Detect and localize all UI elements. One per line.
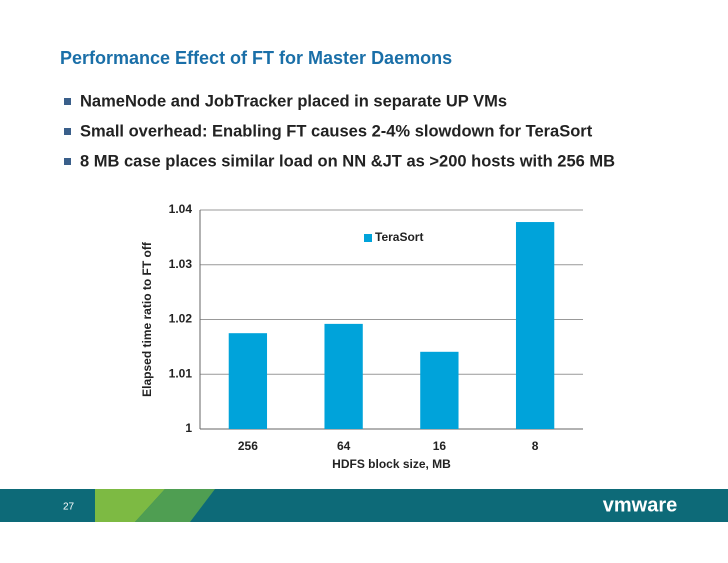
slide-title: Performance Effect of FT for Master Daem… <box>60 48 452 68</box>
y-axis-label: Elapsed time ratio to FT off <box>140 241 154 397</box>
x-tick-label: 64 <box>337 439 351 453</box>
page-number-box <box>50 489 95 522</box>
chart: 1 1.01 1.02 1.03 1.04 256 64 16 8 TeraSort HDFS bl… <box>140 202 583 471</box>
bar <box>228 333 268 429</box>
footer-shape <box>135 489 215 522</box>
bar <box>324 323 363 429</box>
x-tick-label: 16 <box>433 439 447 453</box>
y-tick-label: 1 <box>185 421 192 435</box>
y-tick-label: 1.04 <box>169 202 193 216</box>
bullet: NameNode and JobTracker placed in separa… <box>80 92 507 110</box>
y-tick-label: 1.02 <box>169 312 193 326</box>
bullet-marker <box>64 98 71 105</box>
bullet-marker <box>64 128 71 135</box>
legend-label: TeraSort <box>375 230 423 244</box>
legend-swatch <box>364 234 372 242</box>
y-tick-label: 1.03 <box>169 257 193 271</box>
x-axis-label: HDFS block size, MB <box>332 457 451 471</box>
bullet: Small overhead: Enabling FT causes 2-4% … <box>80 122 593 140</box>
bar <box>515 222 555 429</box>
x-tick-label: 256 <box>238 439 258 453</box>
y-tick-label: 1.01 <box>169 366 193 380</box>
bullet: 8 MB case places similar load on NN &JT … <box>80 152 615 170</box>
bar <box>420 351 459 429</box>
bullet-marker <box>64 158 71 165</box>
page-number: 27 <box>63 502 75 513</box>
x-tick-label: 8 <box>532 439 539 453</box>
logo: vmware <box>603 494 678 516</box>
